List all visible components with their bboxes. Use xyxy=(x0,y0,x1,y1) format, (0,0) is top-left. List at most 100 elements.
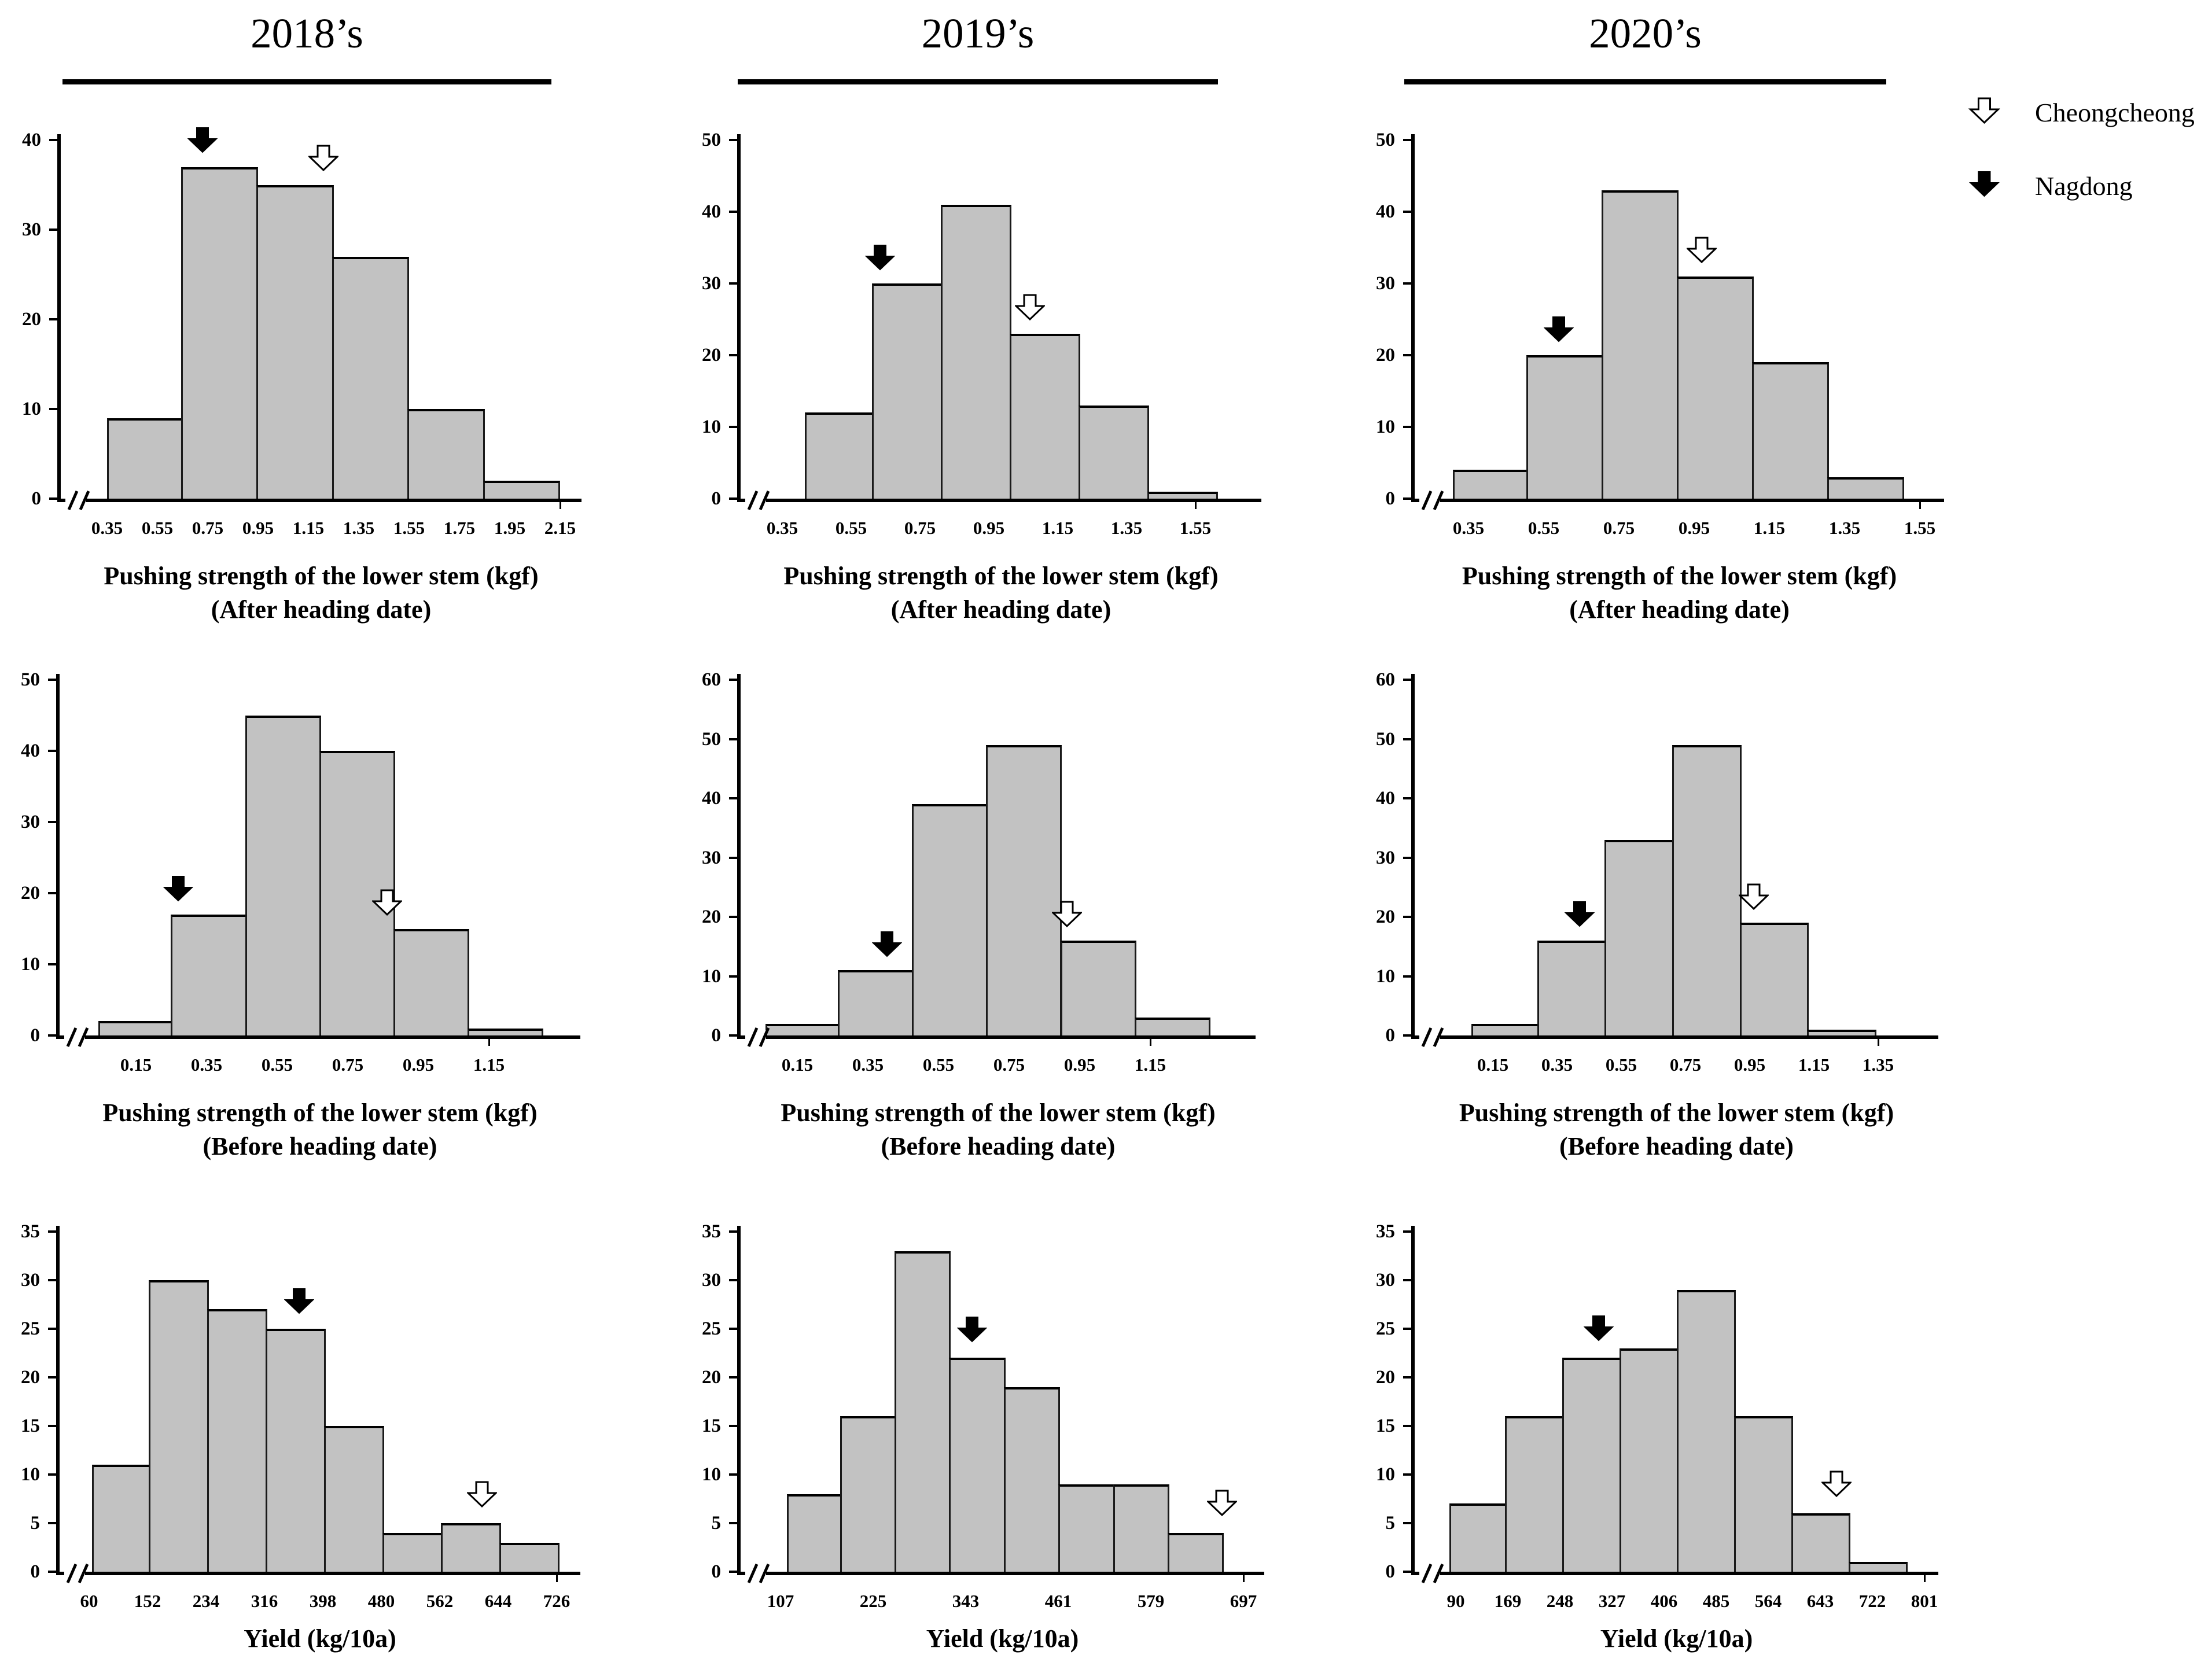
x-tick-label: 0.55 xyxy=(922,1055,955,1075)
histogram-bar xyxy=(98,1021,173,1035)
y-tick-label: 35 xyxy=(1376,1221,1395,1242)
x-tick-label: 152 xyxy=(134,1591,161,1611)
histogram-bar xyxy=(949,1358,1006,1572)
x-end-tick-mark xyxy=(556,1575,558,1582)
histogram-bar xyxy=(1734,1416,1794,1572)
x-axis xyxy=(737,1035,1256,1039)
x-axis-sublabel: (After heading date) xyxy=(890,595,1111,624)
histogram-bar xyxy=(1471,1023,1539,1035)
x-tick-label: 316 xyxy=(251,1591,278,1611)
y-tick-label: 40 xyxy=(21,740,40,761)
x-tick-label: 0.15 xyxy=(1477,1055,1509,1075)
nagdong-arrow-icon xyxy=(163,875,194,902)
axis-break-icon xyxy=(1419,1563,1444,1584)
x-tick-label: 0.75 xyxy=(904,518,936,538)
y-tick-label: 30 xyxy=(702,273,721,294)
y-tick-label: 20 xyxy=(1376,1367,1395,1388)
x-tick-label: 0.75 xyxy=(192,518,224,538)
x-tick-label: 0.95 xyxy=(1678,518,1710,538)
y-tick-label: 30 xyxy=(21,812,40,832)
x-axis-sublabel: (Before heading date) xyxy=(881,1132,1116,1160)
x-tick-label: 579 xyxy=(1137,1591,1165,1611)
x-axis-sublabel: (Before heading date) xyxy=(1559,1132,1794,1160)
y-axis xyxy=(737,1226,741,1575)
histogram-bar xyxy=(1620,1348,1679,1572)
cheongcheong-arrow-icon xyxy=(1821,1470,1852,1497)
y-tick-mark xyxy=(48,1522,56,1524)
histogram-bar xyxy=(1168,1532,1224,1572)
y-axis xyxy=(56,674,60,1039)
y-tick-label: 0 xyxy=(30,1025,41,1046)
x-tick-label: 1.15 xyxy=(473,1055,505,1075)
cheongcheong-arrow-icon xyxy=(1687,237,1717,264)
histogram-bar xyxy=(1003,1387,1061,1572)
histogram-bar xyxy=(872,283,943,499)
x-axis xyxy=(737,1572,1264,1575)
y-tick-mark xyxy=(729,856,737,859)
x-tick-label: 0.95 xyxy=(1733,1055,1766,1075)
x-tick-label: 1.35 xyxy=(1110,518,1143,538)
y-tick-label: 40 xyxy=(702,788,721,809)
x-axis-label: Yield (kg/10a) xyxy=(244,1624,396,1653)
chart-2019-before: 0 10 20 30 40 50 60 0.15 0.35 0.55 0.75 0.95 1.15 Pus… xyxy=(702,669,1256,1160)
x-tick-label: 0.35 xyxy=(766,518,798,538)
y-tick-label: 10 xyxy=(21,1464,40,1485)
x-axis-label: Pushing strength of the lower stem (kgf) xyxy=(781,1099,1216,1127)
y-tick-mark xyxy=(1403,139,1411,141)
histogram-bar xyxy=(171,914,247,1035)
x-axis xyxy=(56,1572,580,1575)
y-tick-mark xyxy=(48,1425,56,1427)
histogram-bar xyxy=(256,185,334,499)
y-tick-label: 20 xyxy=(1376,906,1395,927)
y-tick-mark xyxy=(729,797,737,799)
y-tick-label: 10 xyxy=(1376,417,1395,437)
x-axis-label: Pushing strength of the lower stem (kgf) xyxy=(102,1099,538,1127)
x-tick-label: 0.55 xyxy=(141,518,174,538)
cheongcheong-arrow-icon xyxy=(1052,901,1083,928)
axis-break-icon xyxy=(1419,490,1444,511)
cheongcheong-arrow-icon xyxy=(1015,294,1046,321)
cheongcheong-arrow-icon xyxy=(466,1481,497,1508)
y-tick-mark xyxy=(729,1279,737,1281)
y-tick-label: 50 xyxy=(1376,728,1395,750)
x-tick-label: 0.95 xyxy=(1063,1055,1096,1075)
x-end-tick-mark xyxy=(1195,502,1197,509)
x-axis-label: Pushing strength of the lower stem (kgf) xyxy=(1459,1099,1894,1127)
y-tick-mark xyxy=(1403,354,1411,356)
nagdong-arrow-icon xyxy=(871,931,902,957)
y-tick-mark xyxy=(1403,426,1411,428)
y-tick-mark xyxy=(48,821,56,823)
chart-2020-before: 0 10 20 30 40 50 60 0.15 0.35 0.55 0.75 0.95 1.15 1.3… xyxy=(1376,669,1938,1160)
title-underline-2020 xyxy=(1404,79,1886,84)
x-axis-label: Yield (kg/10a) xyxy=(926,1624,1079,1653)
y-tick-label: 30 xyxy=(1376,847,1395,868)
y-tick-mark xyxy=(49,497,57,500)
y-tick-mark xyxy=(48,1279,56,1281)
y-tick-mark xyxy=(729,1425,737,1427)
y-axis xyxy=(737,134,741,502)
x-tick-label: 107 xyxy=(767,1591,794,1611)
y-tick-label: 0 xyxy=(30,1561,41,1582)
y-tick-mark xyxy=(48,1230,56,1233)
histogram-bar xyxy=(1672,744,1742,1035)
x-tick-label: 0.15 xyxy=(120,1055,152,1075)
histogram-bar xyxy=(107,418,183,499)
x-tick-label: 0.75 xyxy=(1669,1055,1702,1075)
histogram-bar xyxy=(149,1280,209,1572)
chart-2019-after: 0 10 20 30 40 50 0.35 0.55 0.75 0.95 1.15 1.35 1.55 P… xyxy=(702,130,1261,624)
y-tick-label: 30 xyxy=(22,219,41,240)
histogram-bar xyxy=(1677,1289,1736,1572)
y-axis xyxy=(737,674,741,1039)
histogram-bar xyxy=(895,1251,951,1572)
y-tick-label: 10 xyxy=(702,965,721,987)
y-tick-mark xyxy=(729,679,737,681)
y-tick-label: 20 xyxy=(21,883,40,904)
x-tick-label: 60 xyxy=(80,1591,98,1611)
x-tick-label: 0.75 xyxy=(1603,518,1635,538)
y-tick-label: 50 xyxy=(1376,130,1395,150)
x-tick-label: 169 xyxy=(1494,1591,1522,1611)
y-tick-mark xyxy=(729,211,737,213)
y-tick-mark xyxy=(729,282,737,285)
histogram-bar xyxy=(941,204,1012,499)
y-tick-mark xyxy=(1403,1425,1411,1427)
